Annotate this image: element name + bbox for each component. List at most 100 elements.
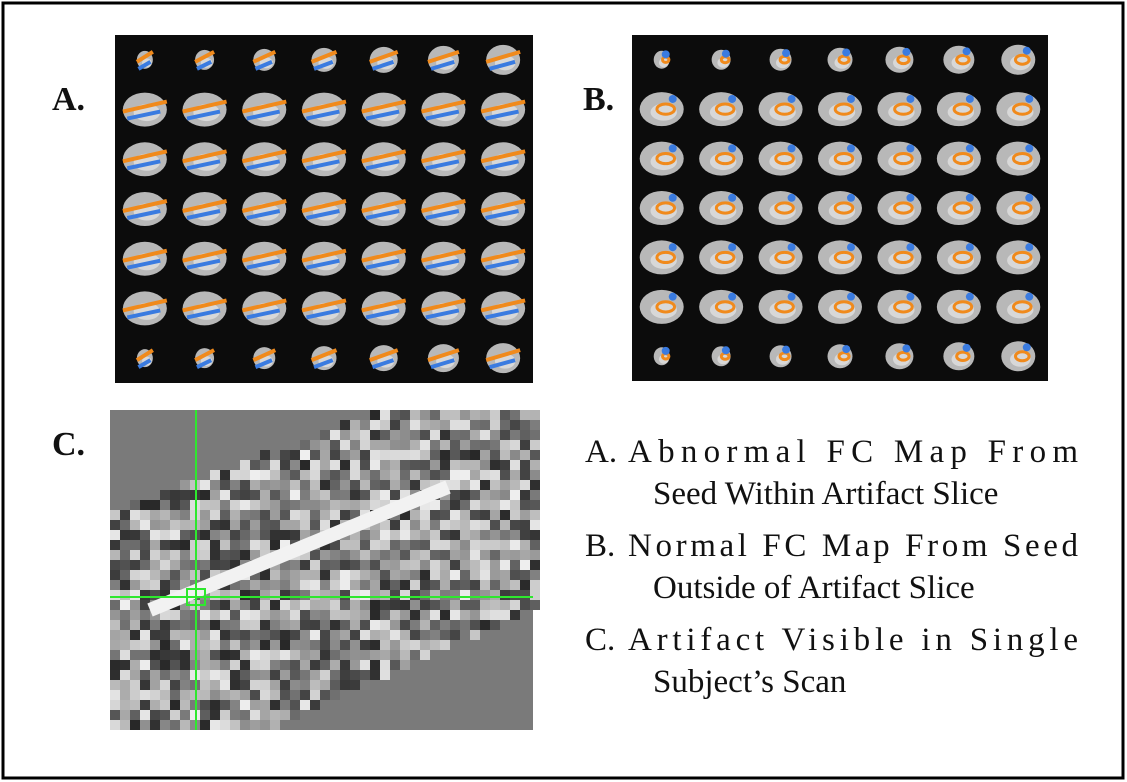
noise-cell	[180, 620, 190, 630]
noise-cell	[410, 460, 420, 470]
noise-cell	[300, 490, 310, 500]
noise-cell	[350, 490, 360, 500]
noise-cell	[400, 440, 410, 450]
noise-cell	[140, 630, 150, 640]
noise-cell	[480, 500, 490, 510]
noise-cell	[230, 500, 240, 510]
noise-cell	[360, 620, 370, 630]
noise-cell	[280, 470, 290, 480]
noise-cell	[400, 540, 410, 550]
noise-cell	[430, 540, 440, 550]
noise-cell	[340, 580, 350, 590]
noise-cell	[470, 630, 480, 640]
noise-cell	[310, 590, 320, 600]
noise-cell	[370, 530, 380, 540]
noise-cell	[300, 560, 310, 570]
noise-cell	[240, 610, 250, 620]
noise-cell	[530, 490, 540, 500]
noise-cell	[330, 600, 340, 610]
noise-cell	[400, 660, 410, 670]
noise-cell	[380, 630, 390, 640]
noise-cell	[290, 580, 300, 590]
noise-cell	[290, 680, 300, 690]
noise-cell	[480, 590, 490, 600]
noise-cell	[220, 670, 230, 680]
noise-cell	[390, 600, 400, 610]
noise-cell	[470, 420, 480, 430]
noise-cell	[150, 510, 160, 520]
noise-cell	[380, 460, 390, 470]
noise-cell	[130, 540, 140, 550]
noise-cell	[500, 540, 510, 550]
noise-cell	[240, 620, 250, 630]
noise-cell	[360, 660, 370, 670]
noise-cell	[420, 630, 430, 640]
noise-cell	[450, 580, 460, 590]
noise-cell	[370, 650, 380, 660]
noise-cell	[280, 450, 290, 460]
noise-cell	[400, 630, 410, 640]
activation-blue	[906, 144, 914, 152]
noise-cell	[110, 670, 120, 680]
noise-cell	[280, 640, 290, 650]
noise-cell	[120, 530, 130, 540]
noise-cell	[420, 560, 430, 570]
noise-cell	[410, 420, 420, 430]
noise-cell	[400, 420, 410, 430]
legend-text: Outside of Artifact Slice	[653, 570, 975, 606]
noise-cell	[320, 680, 330, 690]
noise-cell	[490, 450, 500, 460]
noise-cell	[110, 600, 120, 610]
noise-cell	[420, 570, 430, 580]
noise-cell	[240, 690, 250, 700]
noise-cell	[170, 680, 180, 690]
noise-cell	[320, 500, 330, 510]
noise-cell	[240, 700, 250, 710]
noise-cell	[340, 430, 350, 440]
noise-cell	[240, 520, 250, 530]
noise-cell	[180, 520, 190, 530]
noise-cell	[300, 670, 310, 680]
noise-cell	[250, 520, 260, 530]
noise-cell	[520, 470, 530, 480]
noise-cell	[340, 630, 350, 640]
noise-cell	[270, 700, 280, 710]
noise-cell	[130, 720, 140, 730]
noise-cell	[470, 470, 480, 480]
noise-cell	[130, 600, 140, 610]
noise-cell	[150, 640, 160, 650]
noise-cell	[210, 500, 220, 510]
noise-cell	[270, 650, 280, 660]
noise-cell	[130, 550, 140, 560]
noise-cell	[210, 600, 220, 610]
activation-blue	[728, 144, 736, 152]
noise-cell	[140, 570, 150, 580]
noise-cell	[150, 660, 160, 670]
noise-cell	[440, 530, 450, 540]
noise-cell	[390, 550, 400, 560]
noise-cell	[320, 690, 330, 700]
noise-cell	[290, 620, 300, 630]
noise-cell	[260, 600, 270, 610]
activation-blue	[842, 345, 850, 353]
legend-marker: B.	[585, 528, 615, 564]
noise-cell	[460, 500, 470, 510]
noise-cell	[210, 540, 220, 550]
noise-cell	[380, 590, 390, 600]
noise-cell	[530, 580, 540, 590]
noise-cell	[220, 590, 230, 600]
noise-cell	[210, 710, 220, 720]
noise-cell	[380, 640, 390, 650]
noise-cell	[150, 520, 160, 530]
noise-cell	[120, 660, 130, 670]
noise-cell	[270, 480, 280, 490]
noise-cell	[160, 680, 170, 690]
noise-cell	[420, 640, 430, 650]
noise-cell	[520, 440, 530, 450]
activation-blue	[788, 95, 796, 103]
noise-cell	[390, 410, 400, 420]
noise-cell	[400, 560, 410, 570]
noise-cell	[330, 590, 340, 600]
noise-cell	[380, 540, 390, 550]
noise-cell	[260, 650, 270, 660]
